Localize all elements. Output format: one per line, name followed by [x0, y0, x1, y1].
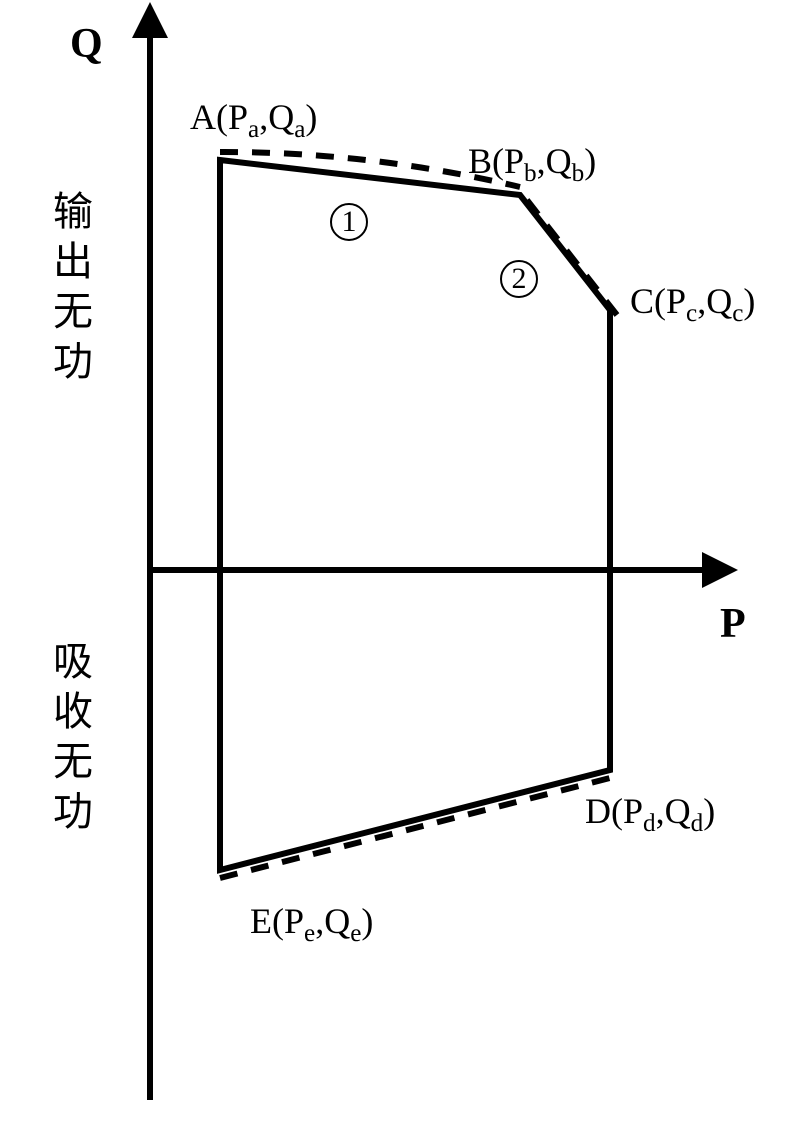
point-label-a: A(Pa,Qa)	[190, 96, 317, 144]
circled-label-2: 2	[500, 260, 538, 298]
point-label-d: D(Pd,Qd)	[585, 790, 715, 838]
absorb-reactive-label: 吸收无功	[40, 640, 98, 840]
circled-label-1: 1	[330, 203, 368, 241]
y-axis-label: Q	[70, 20, 103, 68]
point-label-e: E(Pe,Qe)	[250, 900, 373, 948]
point-label-c: C(Pc,Qc)	[630, 280, 755, 328]
point-label-b: B(Pb,Qb)	[468, 140, 596, 188]
x-axis-label: P	[720, 600, 746, 648]
diagram-svg	[0, 0, 811, 1140]
output-reactive-label: 输出无功	[40, 190, 98, 390]
